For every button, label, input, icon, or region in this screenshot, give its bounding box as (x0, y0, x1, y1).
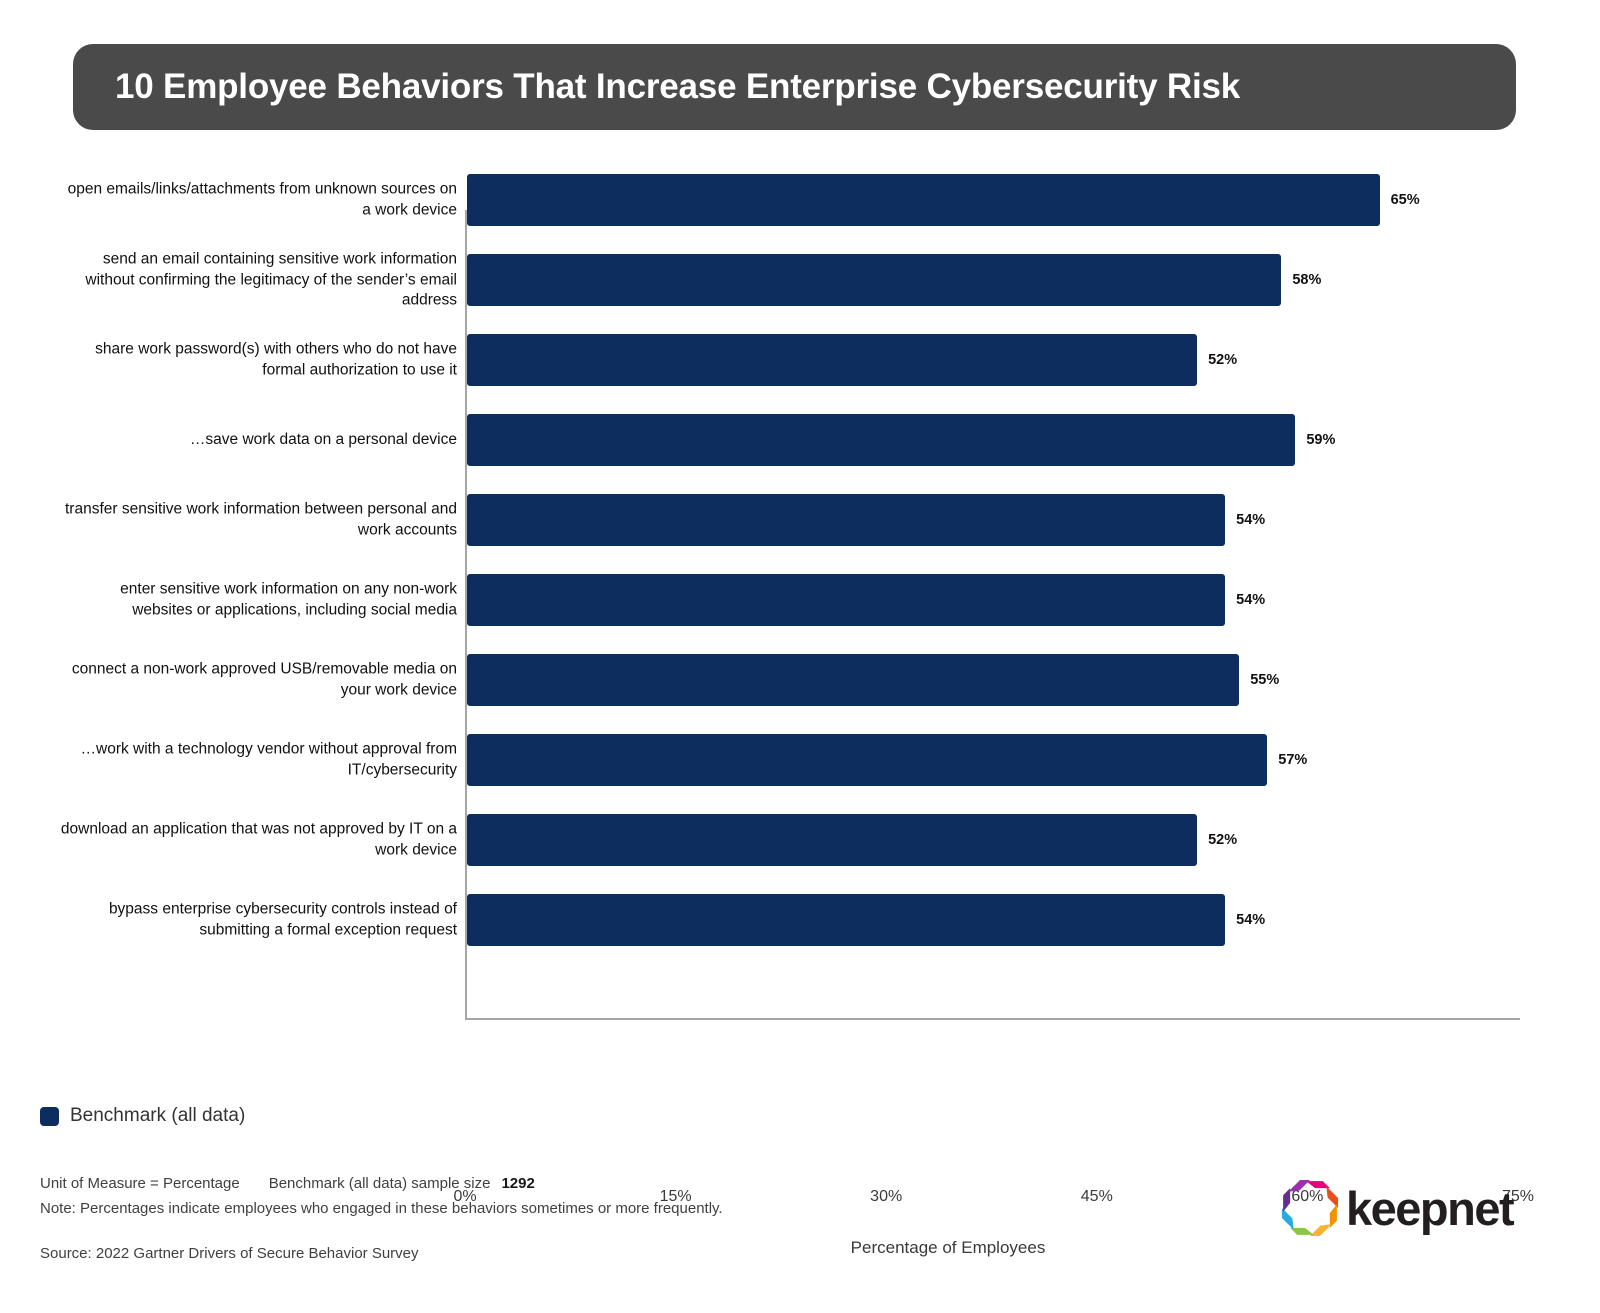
chart-row: bypass enterprise cybersecurity controls… (0, 880, 1600, 960)
bar (467, 654, 1240, 706)
footnote-note: Note: Percentages indicate employees who… (40, 1200, 723, 1217)
keepnet-aperture-icon (1278, 1176, 1342, 1240)
bar-track: 54% (467, 494, 1520, 546)
bar-value-label: 54% (1236, 592, 1266, 608)
bar-track: 65% (467, 174, 1520, 226)
category-label: open emails/links/attachments from unkno… (67, 180, 457, 219)
category-label: …work with a technology vendor without a… (80, 740, 458, 779)
bar-value-label: 52% (1208, 832, 1238, 848)
x-axis-tick: 45% (1080, 1188, 1113, 1205)
category-label: enter sensitive work information on any … (120, 580, 457, 619)
category-label: …save work data on a personal device (189, 430, 457, 448)
category-label: transfer sensitive work information betw… (64, 500, 457, 539)
x-axis-title: Percentage of Employees (0, 1238, 1600, 1258)
x-axis-tick: 75% (1501, 1188, 1535, 1205)
bar-track: 59% (467, 414, 1520, 466)
chart-row: …save work data on a personal device 59% (0, 400, 1600, 480)
bar (467, 894, 1226, 946)
bar (467, 734, 1268, 786)
bar-track: 52% (467, 334, 1520, 386)
category-label: bypass enterprise cybersecurity controls… (108, 900, 457, 939)
bar (467, 814, 1198, 866)
bar-value-label: 54% (1236, 512, 1266, 528)
legend-swatch-benchmark (40, 1106, 59, 1126)
source-line: Source: 2022 Gartner Drivers of Secure B… (40, 1245, 419, 1262)
bar-value-label: 55% (1250, 672, 1280, 688)
bar (467, 414, 1296, 466)
bar-value-label: 65% (1390, 192, 1420, 208)
footnote-line-1: Unit of Measure = Percentage Benchmark (… (40, 1172, 723, 1196)
x-axis-tick: 15% (659, 1188, 692, 1205)
x-axis-tick: 30% (870, 1188, 903, 1205)
bar-value-label: 58% (1292, 272, 1322, 288)
bar (467, 574, 1226, 626)
chart-row: connect a non-work approved USB/removabl… (0, 640, 1600, 720)
chart-row: enter sensitive work information on any … (0, 560, 1600, 640)
bar (467, 174, 1380, 226)
chart-row: download an application that was not app… (0, 800, 1600, 880)
y-axis-line (465, 210, 467, 1020)
bar-track: 55% (467, 654, 1520, 706)
bar-track: 54% (467, 574, 1520, 626)
chart-row: …work with a technology vendor without a… (0, 720, 1600, 800)
sample-size-label: Benchmark (all data) sample size (268, 1175, 491, 1192)
bar-track: 57% (467, 734, 1520, 786)
x-axis-tick: 60% (1291, 1188, 1324, 1205)
page-title: 10 Employee Behaviors That Increase Ente… (115, 67, 1241, 106)
bar-track: 52% (467, 814, 1520, 866)
chart-rows: open emails/links/attachments from unkno… (0, 160, 1600, 960)
keepnet-logo: keepnet (1278, 1176, 1515, 1240)
chart-row: share work password(s) with others who d… (0, 320, 1600, 400)
keepnet-wordmark: keepnet (1346, 1181, 1515, 1235)
x-axis-line (465, 1018, 1520, 1020)
bar (467, 254, 1282, 306)
bar-track: 54% (467, 894, 1520, 946)
x-axis-ticks: 0% 15% 30% 45% 60% 75% (0, 1188, 1600, 1218)
bar (467, 494, 1226, 546)
title-banner: 10 Employee Behaviors That Increase Ente… (73, 44, 1516, 130)
bar-value-label: 59% (1306, 432, 1336, 448)
bar-chart: open emails/links/attachments from unkno… (0, 160, 1600, 1257)
footnotes: Unit of Measure = Percentage Benchmark (… (40, 1172, 723, 1221)
legend-label-benchmark: Benchmark (all data) (70, 1105, 246, 1126)
x-axis-tick: 0% (453, 1188, 477, 1205)
category-label: send an email containing sensitive work … (85, 250, 457, 309)
bar-track: 58% (467, 254, 1520, 306)
bar-value-label: 52% (1208, 352, 1238, 368)
chart-legend: Benchmark (all data) (40, 1105, 245, 1127)
chart-row: send an email containing sensitive work … (0, 240, 1600, 320)
bar-value-label: 57% (1278, 752, 1308, 768)
category-label: share work password(s) with others who d… (95, 340, 457, 379)
bar (467, 334, 1198, 386)
unit-of-measure-label: Unit of Measure = Percentage (40, 1175, 240, 1192)
bar-value-label: 54% (1236, 912, 1266, 928)
sample-size-value: 1292 (501, 1175, 535, 1192)
category-label: connect a non-work approved USB/removabl… (71, 660, 457, 699)
chart-row: open emails/links/attachments from unkno… (0, 160, 1600, 240)
category-label: download an application that was not app… (60, 820, 457, 859)
chart-row: transfer sensitive work information betw… (0, 480, 1600, 560)
x-axis-title-label: Percentage of Employees (850, 1238, 1046, 1257)
